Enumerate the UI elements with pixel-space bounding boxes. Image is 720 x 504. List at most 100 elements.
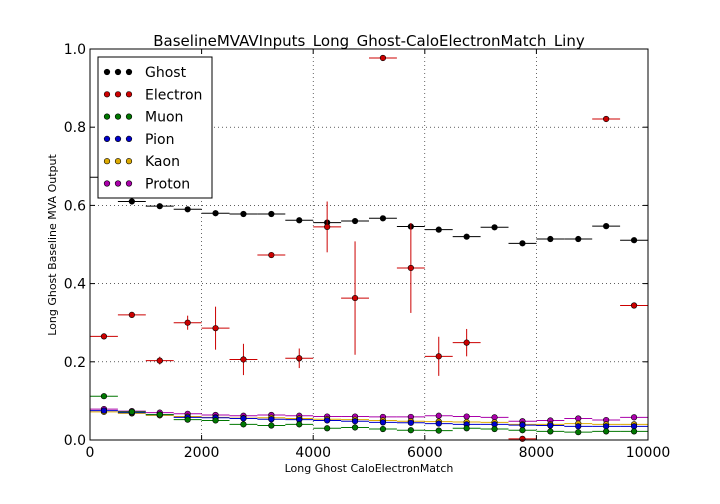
data-point	[379, 215, 387, 222]
data-point	[324, 417, 331, 424]
legend-marker	[125, 135, 133, 142]
data-point	[519, 427, 526, 434]
data-point	[575, 429, 582, 436]
legend-label: Electron	[145, 87, 202, 103]
legend-label: Kaon	[145, 154, 180, 170]
data-point	[435, 412, 442, 419]
legend: Ghost Electron Muon Pion Kaon Proton	[97, 56, 213, 199]
x-tick-label: 2000	[184, 445, 220, 461]
data-point	[324, 425, 331, 432]
x-tick-label: 10000	[626, 445, 671, 461]
legend-marker	[114, 158, 122, 165]
legend-label: Pion	[145, 132, 174, 148]
legend-entry: Proton	[103, 177, 190, 193]
y-tick-label: 1.0	[64, 42, 86, 58]
legend-box	[97, 56, 213, 199]
data-point	[184, 416, 191, 423]
data-point	[100, 393, 108, 400]
legend-marker	[114, 135, 122, 142]
data-point	[519, 240, 526, 247]
data-point	[379, 425, 387, 433]
data-point	[324, 223, 331, 231]
legend-marker	[103, 180, 111, 187]
data-point	[296, 421, 303, 428]
data-point	[435, 353, 442, 360]
legend-entry: Pion	[103, 132, 174, 148]
data-point	[547, 235, 554, 243]
data-point	[100, 333, 108, 340]
y-tick-label: 0.4	[64, 277, 86, 293]
legend-marker	[125, 158, 133, 165]
legend-marker	[114, 91, 122, 98]
data-point	[351, 418, 359, 425]
data-point	[156, 357, 163, 364]
data-point	[268, 210, 275, 218]
data-point	[575, 235, 582, 243]
axis-ticks: 0 2000 4000 6000 8000 10000 0.0 0.2 0.4 0.6 0.8 1.0	[64, 42, 671, 461]
legend-entry: Kaon	[103, 154, 180, 170]
data-point	[603, 428, 610, 435]
data-point	[407, 264, 414, 272]
data-point	[575, 423, 582, 430]
legend-marker	[114, 113, 122, 120]
data-point	[268, 416, 275, 423]
y-axis-label: Long Ghost Baseline MVA Output	[46, 154, 59, 336]
data-point	[547, 428, 554, 435]
data-point	[240, 210, 247, 218]
data-point	[240, 421, 247, 428]
data-point	[407, 427, 414, 434]
y-tick-label: 0.2	[64, 355, 86, 371]
data-point	[184, 206, 191, 213]
legend-label: Ghost	[145, 65, 187, 81]
data-point	[184, 319, 191, 326]
series-muon	[90, 393, 648, 436]
data-point	[491, 224, 498, 231]
legend-marker	[125, 68, 133, 76]
legend-marker	[114, 68, 122, 76]
legend-label: Muon	[145, 110, 183, 126]
data-point	[519, 422, 526, 429]
data-point	[603, 223, 610, 230]
data-point	[603, 423, 610, 430]
data-point	[463, 339, 470, 346]
data-point	[435, 420, 442, 427]
data-point	[435, 226, 442, 233]
x-tick-label: 6000	[407, 445, 443, 461]
data-point	[603, 115, 610, 123]
x-axis-label: Long Ghost CaloElectronMatch	[285, 462, 454, 475]
plot-area	[90, 54, 648, 442]
data-point	[491, 414, 498, 421]
data-point	[128, 311, 135, 318]
y-tick-label: 0.0	[64, 433, 86, 449]
axes-frame	[89, 48, 649, 441]
legend-entry: Muon	[103, 110, 183, 126]
chart-title: BaselineMVAVInputs_Long_Ghost-CaloElectr…	[153, 32, 585, 51]
y-tick-label: 0.6	[64, 198, 86, 214]
data-point	[268, 422, 275, 429]
legend-entry: Electron	[103, 87, 202, 103]
data-point	[212, 325, 219, 332]
data-point	[575, 415, 582, 422]
data-point	[630, 423, 638, 430]
x-tick-label: 4000	[295, 445, 331, 461]
legend-entry: Ghost	[103, 65, 187, 81]
data-point	[407, 419, 414, 426]
legend-marker	[114, 180, 122, 187]
data-point	[240, 356, 247, 363]
data-point	[268, 251, 275, 259]
series-electron	[90, 54, 648, 442]
data-point	[296, 217, 303, 224]
data-point	[491, 425, 498, 433]
y-tick-label: 0.8	[64, 120, 86, 136]
data-point	[351, 424, 359, 431]
data-point	[156, 411, 163, 418]
data-point	[630, 428, 638, 435]
data-point	[630, 302, 638, 309]
legend-marker	[103, 113, 111, 120]
data-point	[212, 210, 219, 217]
legend-marker	[125, 91, 133, 98]
legend-marker	[103, 158, 111, 165]
data-point	[296, 355, 303, 362]
data-point	[351, 294, 359, 302]
